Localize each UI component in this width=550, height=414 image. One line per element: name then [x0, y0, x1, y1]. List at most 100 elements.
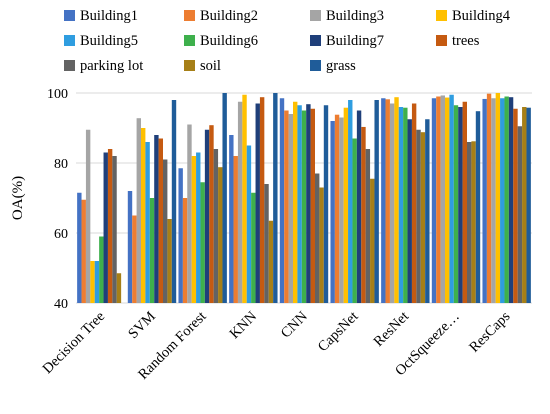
bar-building5-svm: [145, 142, 150, 303]
x-tick-label: CNN: [278, 308, 311, 341]
bar-grass-cnn: [323, 105, 329, 303]
legend-swatch: [184, 10, 195, 21]
bar-building2-octsqueeze: [436, 96, 441, 303]
bar-soil-rescaps: [522, 107, 527, 303]
legend-item-building2: Building2: [184, 8, 258, 24]
bar-soil-random-forest: [218, 167, 223, 303]
bar-building1-octsqueeze: [431, 98, 437, 303]
bar-trees-octsqueeze: [462, 101, 467, 303]
bar-parking-lot-resnet: [416, 129, 421, 303]
bar-parking-lot-capsnet: [365, 149, 371, 303]
bar-building2-cnn: [284, 110, 289, 303]
legend-label: grass: [326, 58, 356, 74]
bar-grass-rescaps: [526, 107, 531, 303]
legend-item-building7: Building7: [310, 33, 384, 49]
bar-building4-resnet: [394, 97, 399, 303]
bar-building6-resnet: [403, 107, 408, 303]
bar-building2-knn: [233, 156, 238, 303]
bar-building3-decision-tree: [85, 129, 91, 303]
bar-building7-rescaps: [508, 97, 514, 303]
bar-parking-lot-cnn: [315, 173, 320, 303]
x-tick-label: CapsNet: [315, 309, 362, 356]
bar-building2-decision-tree: [81, 199, 86, 303]
legend-swatch: [184, 35, 195, 46]
bar-parking-lot-knn: [264, 184, 269, 303]
bar-building6-random-forest: [200, 182, 205, 303]
bar-building3-random-forest: [187, 124, 192, 303]
bar-building3-svm: [136, 118, 141, 303]
y-tick-label: 60: [54, 227, 68, 242]
bar-building6-decision-tree: [99, 236, 104, 303]
bar-building6-rescaps: [504, 96, 509, 303]
bar-building1-resnet: [381, 98, 386, 303]
bar-building4-rescaps: [495, 93, 501, 303]
bar-building6-octsqueeze: [453, 105, 459, 303]
bar-building7-knn: [255, 103, 260, 303]
legend-item-parking-lot: parking lot: [64, 58, 143, 74]
legend-swatch: [64, 60, 75, 71]
bar-trees-svm: [158, 138, 163, 303]
bar-building4-knn: [242, 94, 247, 303]
bar-building5-random-forest: [196, 152, 201, 303]
legend-item-soil: soil: [184, 58, 221, 74]
bar-building7-random-forest: [204, 129, 210, 303]
bar-building4-cnn: [293, 101, 298, 303]
legend-label: Building3: [326, 8, 384, 24]
bar-building5-decision-tree: [94, 261, 100, 303]
legend-label: Building1: [80, 8, 138, 24]
bar-building6-svm: [149, 198, 155, 303]
bar-building6-cnn: [301, 110, 307, 303]
x-tick-label: KNN: [227, 308, 261, 342]
bar-trees-cnn: [310, 108, 315, 303]
bar-grass-knn: [273, 93, 278, 303]
bar-trees-capsnet: [361, 126, 366, 303]
legend-swatch: [436, 10, 447, 21]
bar-building2-svm: [132, 215, 137, 303]
bar-building3-octsqueeze: [440, 95, 445, 303]
y-axis-ticks: 40 60 80 100: [47, 87, 68, 312]
legend-swatch: [64, 10, 75, 21]
x-tick-label: SVM: [125, 308, 159, 342]
legend-item-building4: Building4: [436, 8, 511, 24]
bar-grass-random-forest: [222, 93, 227, 303]
bar-grass-octsqueeze: [475, 111, 481, 303]
bar-soil-svm: [167, 219, 172, 303]
bar-trees-random-forest: [209, 125, 214, 303]
bar-building4-svm: [141, 128, 146, 303]
legend-item-trees: trees: [436, 33, 480, 49]
bar-soil-knn: [268, 220, 274, 303]
legend-label: Building2: [200, 8, 258, 24]
legend-item-building5: Building5: [64, 33, 138, 49]
bar-building1-rescaps: [482, 98, 487, 303]
bar-building5-resnet: [398, 107, 404, 303]
legend-label: soil: [200, 58, 221, 74]
bar-building1-random-forest: [178, 168, 183, 303]
legend-item-building1: Building1: [64, 8, 138, 24]
bar-building2-resnet: [385, 99, 390, 303]
legend-swatch: [310, 35, 321, 46]
bar-building1-knn: [229, 135, 234, 303]
bar-building7-decision-tree: [103, 152, 108, 303]
legend-label: Building6: [200, 33, 258, 49]
legend-swatch: [310, 60, 321, 71]
legend-label: Building7: [326, 33, 384, 49]
bar-building5-knn: [246, 145, 252, 303]
bar-building6-capsnet: [352, 138, 357, 303]
bar-building2-rescaps: [486, 93, 492, 303]
bar-parking-lot-random-forest: [213, 149, 219, 303]
bar-building7-svm: [154, 135, 159, 303]
bar-building1-decision-tree: [77, 192, 82, 303]
bar-building5-capsnet: [348, 100, 353, 303]
bar-grass-svm: [171, 100, 177, 303]
bar-building7-resnet: [407, 119, 412, 303]
bar-grass-capsnet: [374, 100, 379, 303]
x-tick-label: ResNet: [371, 309, 412, 350]
bar-soil-resnet: [420, 132, 426, 303]
bar-parking-lot-decision-tree: [112, 156, 117, 303]
y-axis-label: OA(%): [10, 176, 26, 220]
bar-soil-octsqueeze: [471, 141, 476, 303]
bar-soil-cnn: [319, 187, 324, 303]
bar-building1-capsnet: [330, 121, 335, 303]
legend-label: trees: [452, 33, 480, 49]
